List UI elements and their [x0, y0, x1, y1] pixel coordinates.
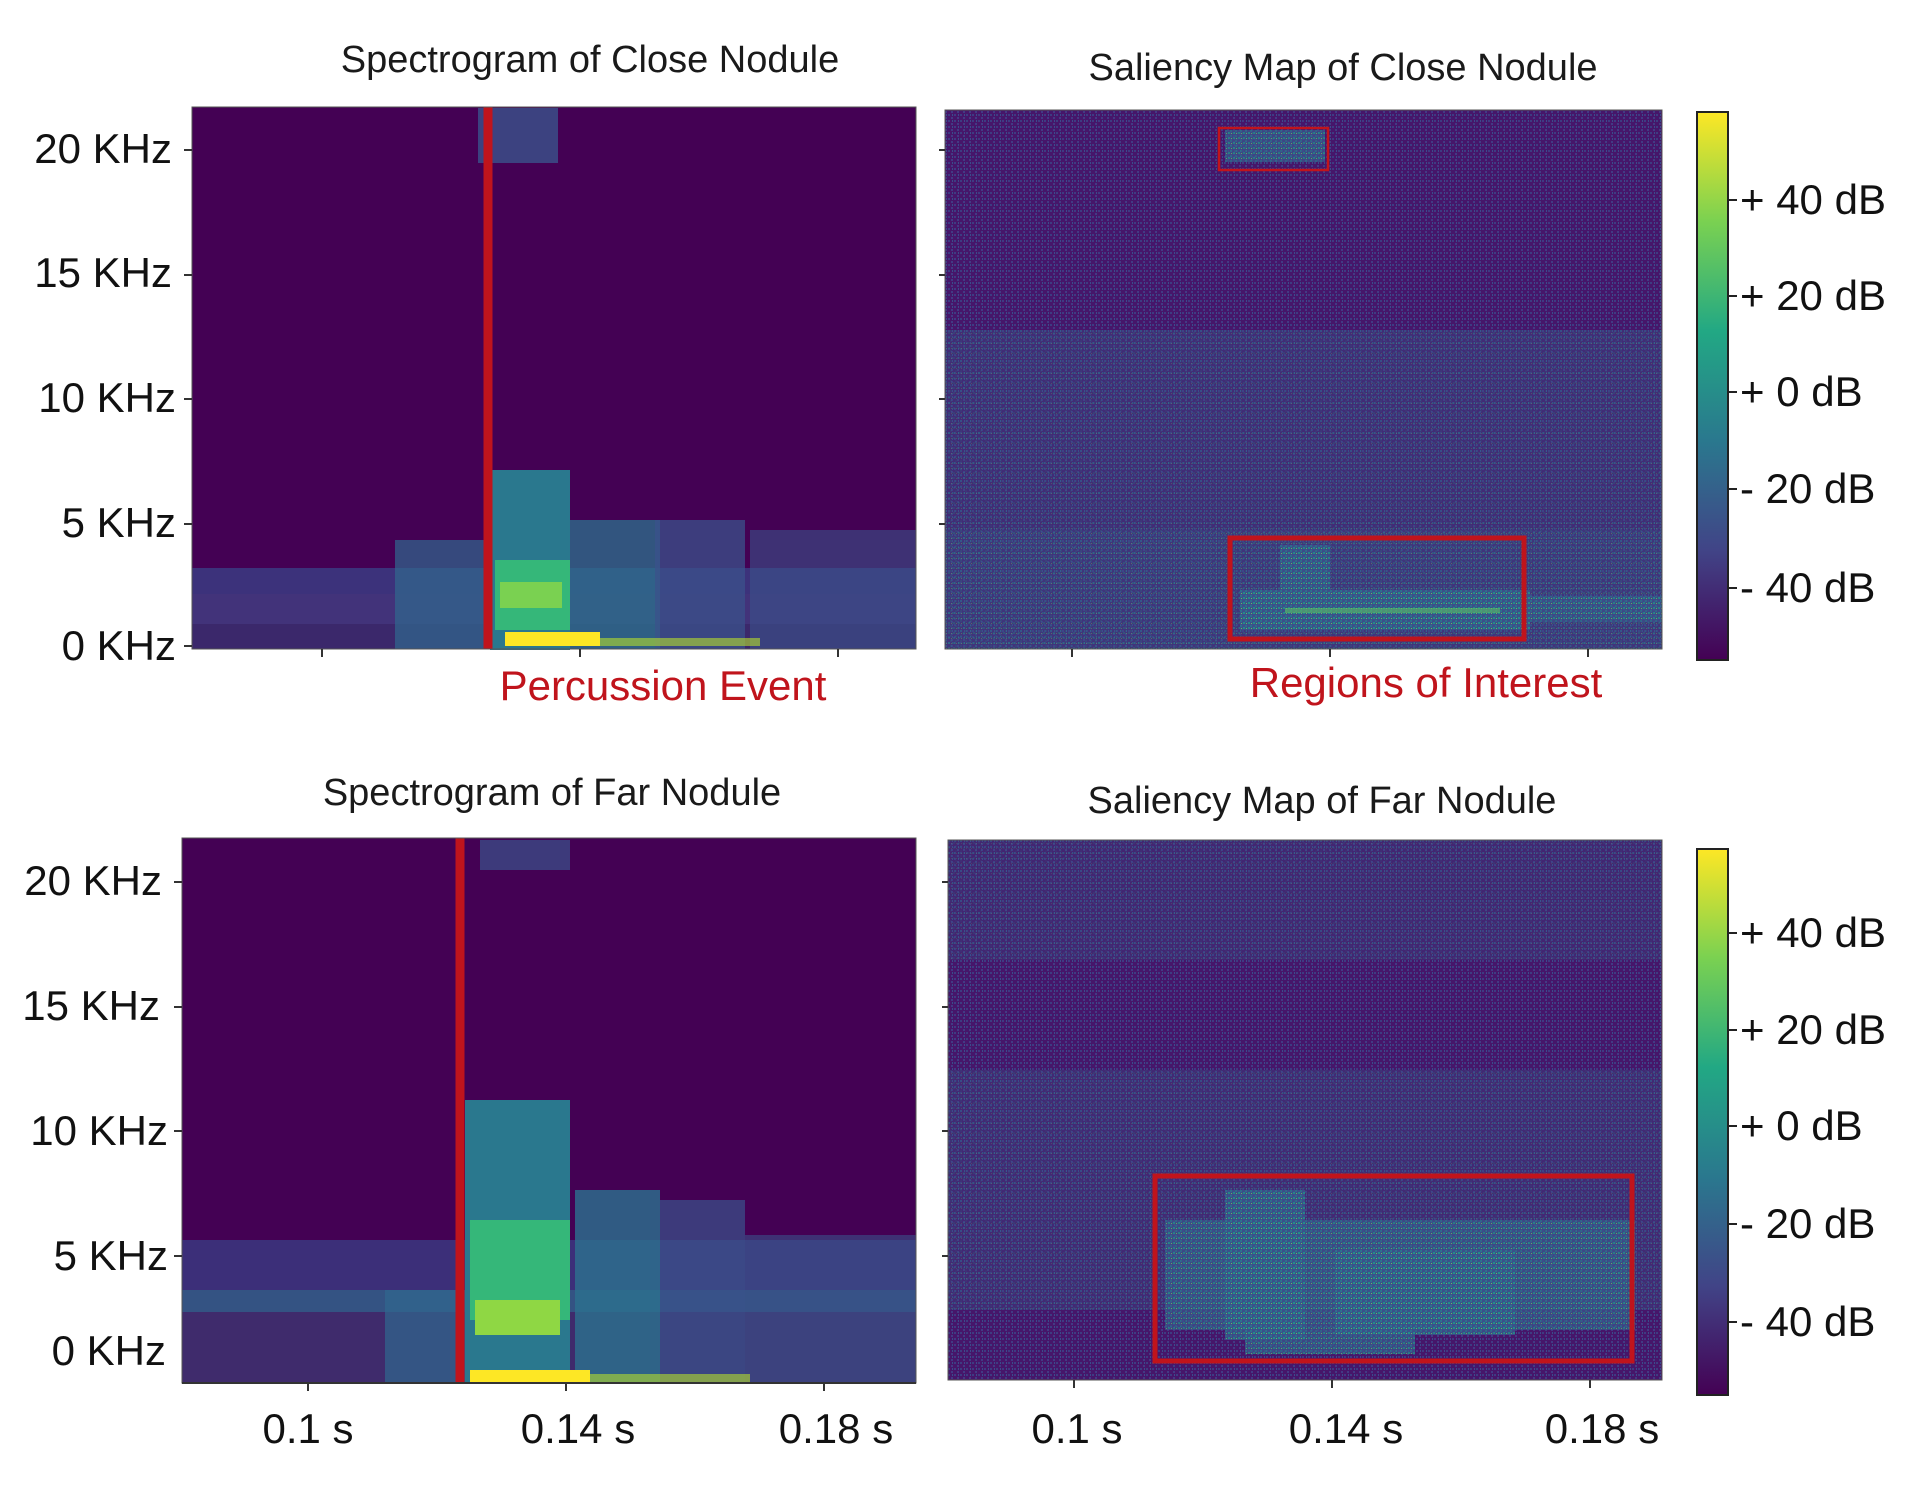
x-axis: 0.1 s 0.14 s 0.18 s — [1031, 1380, 1659, 1452]
saliency-energy — [945, 130, 1662, 649]
y-axis-ticks — [939, 149, 945, 525]
plot-frame — [944, 109, 1663, 650]
x-tick-label: 0.18 s — [779, 1405, 893, 1452]
y-tick-label: 20 KHz — [24, 857, 162, 904]
panel-saliency-close: Saliency Map of Close Nodule Regions of … — [939, 47, 1663, 706]
colorbar-close: + 40 dB + 20 dB + 0 dB - 20 dB - 40 dB — [1696, 111, 1886, 661]
y-axis: 20 KHz 15 KHz 10 KHz 5 KHz 0 KHz — [34, 125, 192, 669]
spectrogram-energy — [182, 840, 916, 1383]
x-axis-ticks — [1071, 649, 1589, 657]
percussion-event-label: Percussion Event — [500, 662, 827, 709]
y-tick-label: 15 KHz — [34, 249, 172, 296]
panel-spectrogram-close: Spectrogram of Close Nodule 20 KHz 15 KH… — [34, 39, 917, 709]
panel-title: Saliency Map of Far Nodule — [1088, 780, 1557, 822]
colorbar-label: + 0 dB — [1740, 368, 1863, 415]
x-tick-label: 0.1 s — [1031, 1405, 1122, 1452]
colorbar-label: + 20 dB — [1740, 1006, 1886, 1053]
panel-spectrogram-far: Spectrogram of Far Nodule 20 KHz 15 KHz … — [22, 772, 917, 1452]
y-tick-label: 0 KHz — [52, 1327, 166, 1374]
y-tick-label: 5 KHz — [54, 1232, 168, 1279]
colorbar-label: + 20 dB — [1740, 272, 1886, 319]
y-tick-label: 5 KHz — [62, 499, 176, 546]
region-of-interest-box — [1227, 535, 1527, 642]
y-tick-label: 20 KHz — [34, 125, 172, 172]
x-tick-label: 0.14 s — [1289, 1405, 1403, 1452]
panel-title: Saliency Map of Close Nodule — [1088, 47, 1597, 89]
regions-of-interest-label: Regions of Interest — [1250, 659, 1603, 706]
colorbar-label: + 40 dB — [1740, 176, 1886, 223]
colorbar-gradient — [1696, 111, 1729, 661]
y-axis: 20 KHz 15 KHz 10 KHz 5 KHz 0 KHz — [22, 857, 182, 1374]
panel-title: Spectrogram of Far Nodule — [323, 772, 781, 814]
region-of-interest-box — [1217, 126, 1330, 172]
panel-saliency-far: Saliency Map of Far Nodule 0.1 s 0.14 s … — [942, 780, 1663, 1452]
colorbar-far: + 40 dB + 20 dB + 0 dB - 20 dB - 40 dB — [1696, 848, 1886, 1396]
colorbar-gradient — [1696, 848, 1729, 1396]
saliency-energy — [948, 840, 1662, 1354]
colorbar-label: - 40 dB — [1740, 564, 1875, 611]
panel-title: Spectrogram of Close Nodule — [341, 39, 839, 81]
y-axis-ticks — [942, 881, 948, 1257]
plot-frame — [947, 839, 1663, 1381]
colorbar-label: - 20 dB — [1740, 1200, 1875, 1247]
y-tick-label: 10 KHz — [30, 1107, 168, 1154]
region-of-interest-box — [1152, 1173, 1635, 1364]
x-tick-label: 0.18 s — [1545, 1405, 1659, 1452]
colorbar-label: + 0 dB — [1740, 1102, 1863, 1149]
x-tick-label: 0.14 s — [521, 1405, 635, 1452]
colorbar-label: + 40 dB — [1740, 909, 1886, 956]
y-tick-label: 0 KHz — [62, 622, 176, 669]
y-tick-label: 15 KHz — [22, 982, 160, 1029]
colorbar-label: - 20 dB — [1740, 465, 1875, 512]
x-axis-ticks — [321, 649, 839, 657]
colorbar-label: - 40 dB — [1740, 1298, 1875, 1345]
plot-frame — [191, 106, 917, 650]
x-axis: 0.1 s 0.14 s 0.18 s — [182, 1382, 916, 1452]
x-tick-label: 0.1 s — [262, 1405, 353, 1452]
y-tick-label: 10 KHz — [38, 374, 176, 421]
spectrogram-energy — [192, 108, 916, 650]
